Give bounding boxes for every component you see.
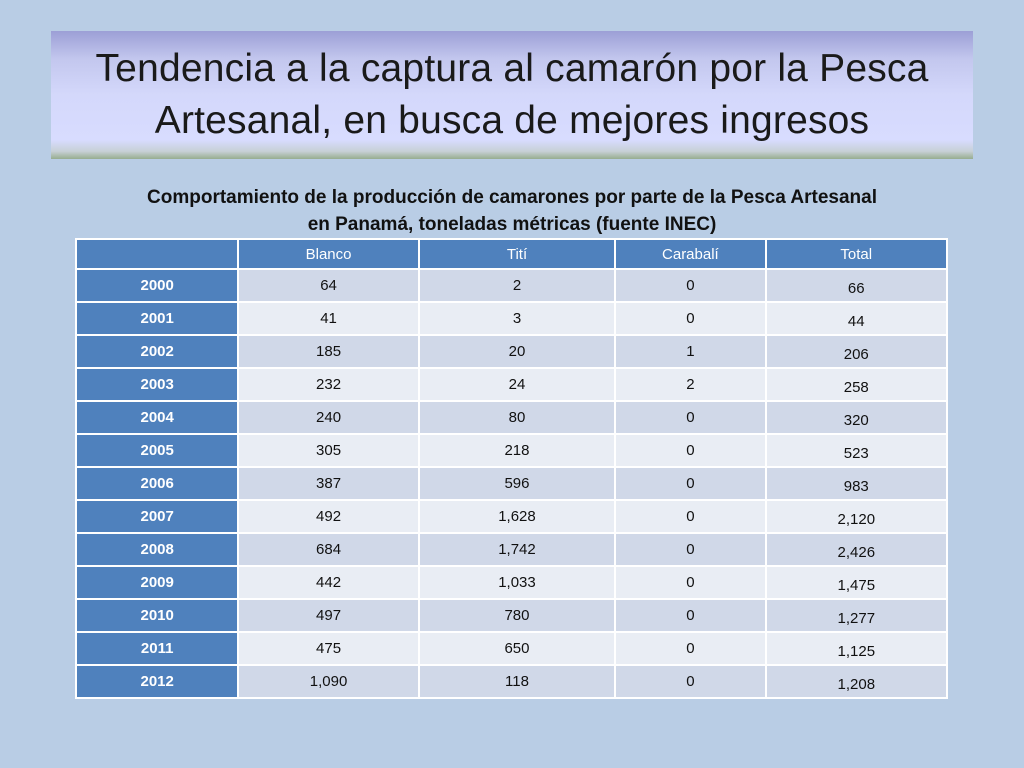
year-cell: 2010 (74, 598, 240, 633)
carabali-cell: 0 (614, 301, 767, 336)
year-cell: 2009 (74, 565, 240, 600)
carabali-cell: 1 (614, 334, 767, 369)
year-cell: 2006 (74, 466, 240, 501)
carabali-cell: 0 (614, 433, 767, 468)
blanco-cell: 64 (237, 268, 420, 303)
blanco-cell: 492 (237, 499, 420, 534)
titi-cell: 20 (417, 334, 617, 369)
table-row: 2006 387 596 0 983 (74, 466, 949, 501)
blanco-cell: 1,090 (237, 664, 420, 699)
year-cell: 2004 (74, 400, 240, 435)
total-cell: 1,475 (764, 565, 949, 600)
carabali-cell: 0 (614, 268, 767, 303)
header-blanco: Blanco (237, 238, 420, 270)
carabali-cell: 0 (614, 400, 767, 435)
carabali-cell: 2 (614, 367, 767, 402)
blanco-cell: 684 (237, 532, 420, 567)
titi-cell: 118 (417, 664, 617, 699)
shrimp-production-table: Blanco Tití Carabalí Total 2000 64 2 0 66 200… (74, 238, 949, 699)
titi-cell: 80 (417, 400, 617, 435)
year-cell: 2003 (74, 367, 240, 402)
table-row: 2000 64 2 0 66 (74, 268, 949, 303)
table-caption: Comportamiento de la producción de camar… (60, 184, 964, 238)
total-cell: 2,426 (764, 532, 949, 567)
table-row: 2012 1,090 118 0 1,208 (74, 664, 949, 699)
header-total: Total (764, 238, 949, 270)
header-corner-cell (74, 238, 240, 270)
year-cell: 2007 (74, 499, 240, 534)
year-cell: 2012 (74, 664, 240, 699)
carabali-cell: 0 (614, 499, 767, 534)
titi-cell: 650 (417, 631, 617, 666)
carabali-cell: 0 (614, 664, 767, 699)
blanco-cell: 185 (237, 334, 420, 369)
carabali-cell: 0 (614, 565, 767, 600)
table-row: 2003 232 24 2 258 (74, 367, 949, 402)
year-cell: 2000 (74, 268, 240, 303)
titi-cell: 24 (417, 367, 617, 402)
total-cell: 1,125 (764, 631, 949, 666)
total-cell: 320 (764, 400, 949, 435)
total-cell: 2,120 (764, 499, 949, 534)
titi-cell: 1,033 (417, 565, 617, 600)
carabali-cell: 0 (614, 631, 767, 666)
table-row: 2007 492 1,628 0 2,120 (74, 499, 949, 534)
blanco-cell: 497 (237, 598, 420, 633)
table-caption-line-1: Comportamiento de la producción de camar… (147, 187, 877, 208)
blanco-cell: 442 (237, 565, 420, 600)
total-cell: 983 (764, 466, 949, 501)
table-row: 2011 475 650 0 1,125 (74, 631, 949, 666)
total-cell: 1,277 (764, 598, 949, 633)
total-cell: 258 (764, 367, 949, 402)
slide-title-line-2: Artesanal, en busca de mejores ingresos (154, 99, 870, 142)
table-row: 2008 684 1,742 0 2,426 (74, 532, 949, 567)
total-cell: 206 (764, 334, 949, 369)
year-cell: 2011 (74, 631, 240, 666)
blanco-cell: 305 (237, 433, 420, 468)
blanco-cell: 475 (237, 631, 420, 666)
carabali-cell: 0 (614, 598, 767, 633)
slide-title: Tendencia a la captura al camarón por la… (95, 43, 928, 147)
titi-cell: 2 (417, 268, 617, 303)
titi-cell: 780 (417, 598, 617, 633)
total-cell: 523 (764, 433, 949, 468)
table-row: 2001 41 3 0 44 (74, 301, 949, 336)
blanco-cell: 232 (237, 367, 420, 402)
header-carabali: Carabalí (614, 238, 767, 270)
table-header-row: Blanco Tití Carabalí Total (74, 238, 949, 270)
blanco-cell: 41 (237, 301, 420, 336)
slide-title-box: Tendencia a la captura al camarón por la… (51, 31, 973, 159)
table-row: 2002 185 20 1 206 (74, 334, 949, 369)
total-cell: 44 (764, 301, 949, 336)
carabali-cell: 0 (614, 466, 767, 501)
header-titi: Tití (417, 238, 617, 270)
titi-cell: 218 (417, 433, 617, 468)
table-row: 2004 240 80 0 320 (74, 400, 949, 435)
table-body: 2000 64 2 0 66 2001 41 3 0 44 2002 185 20 1 206 2003 232… (74, 268, 949, 699)
year-cell: 2005 (74, 433, 240, 468)
total-cell: 1,208 (764, 664, 949, 699)
year-cell: 2008 (74, 532, 240, 567)
blanco-cell: 387 (237, 466, 420, 501)
titi-cell: 1,628 (417, 499, 617, 534)
year-cell: 2001 (74, 301, 240, 336)
total-cell: 66 (764, 268, 949, 303)
table-row: 2010 497 780 0 1,277 (74, 598, 949, 633)
year-cell: 2002 (74, 334, 240, 369)
table-row: 2009 442 1,033 0 1,475 (74, 565, 949, 600)
titi-cell: 596 (417, 466, 617, 501)
carabali-cell: 0 (614, 532, 767, 567)
slide-title-line-1: Tendencia a la captura al camarón por la… (95, 47, 929, 90)
titi-cell: 1,742 (417, 532, 617, 567)
blanco-cell: 240 (237, 400, 420, 435)
titi-cell: 3 (417, 301, 617, 336)
table-caption-line-2: en Panamá, toneladas métricas (fuente IN… (307, 214, 717, 235)
table-row: 2005 305 218 0 523 (74, 433, 949, 468)
